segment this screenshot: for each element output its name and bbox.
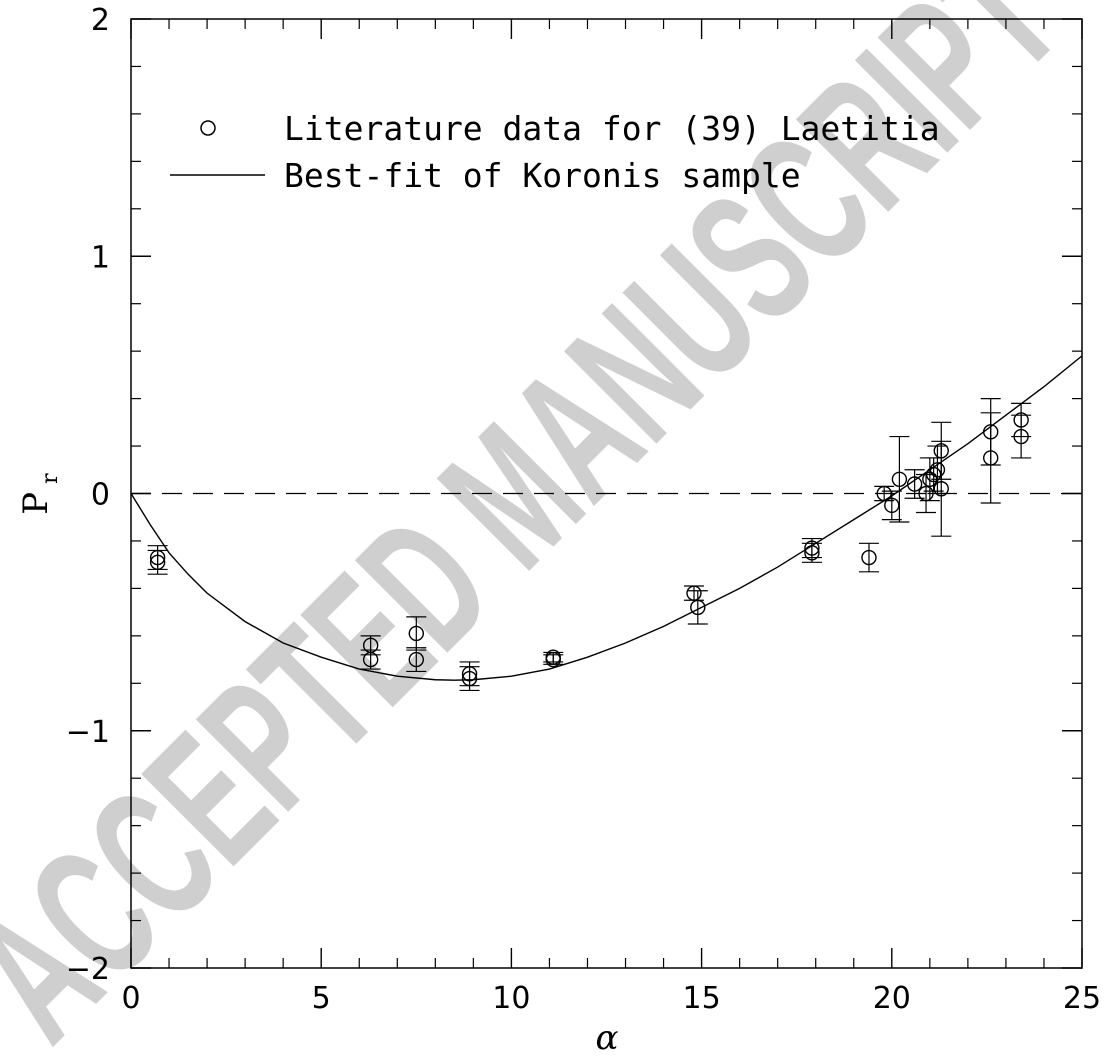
x-tick-label: 5	[312, 981, 331, 1016]
data-marker	[884, 497, 900, 514]
y-axis-ticks: −2 −1 0 1 2	[66, 3, 1082, 987]
data-marker	[545, 651, 561, 668]
x-tick-label: 25	[1063, 981, 1101, 1016]
x-tick-label: 20	[873, 981, 911, 1016]
data-point	[904, 469, 925, 499]
data-marker	[408, 625, 424, 642]
y-axis-title: Pr	[16, 473, 63, 515]
data-marker	[408, 651, 424, 668]
data-marker	[929, 462, 946, 478]
data-point	[406, 616, 427, 651]
x-tick-label: 0	[121, 981, 140, 1016]
y-tick-label: 0	[91, 478, 110, 513]
data-marker	[925, 466, 942, 483]
data-marker	[983, 450, 999, 466]
data-marker	[461, 670, 478, 687]
data-points	[147, 398, 1032, 692]
data-marker	[149, 554, 166, 571]
data-point	[980, 412, 1001, 504]
minor-ticks	[131, 19, 1082, 968]
y-tick-label: 1	[91, 240, 110, 275]
y-tick-label: −1	[66, 715, 110, 750]
data-marker	[1013, 428, 1029, 445]
y-tick-label: −2	[66, 952, 110, 987]
y-axis-title-subscript: r	[38, 473, 63, 484]
data-point	[931, 421, 952, 480]
x-tick-label: 10	[492, 981, 530, 1016]
best-fit-line	[130, 355, 1083, 681]
data-point	[874, 485, 895, 502]
data-marker	[876, 485, 892, 502]
data-point	[683, 585, 704, 601]
data-marker	[804, 545, 820, 561]
data-point	[858, 542, 879, 573]
data-point	[889, 435, 910, 523]
x-tick-label: 15	[683, 981, 721, 1016]
data-point	[881, 490, 902, 521]
data-point	[406, 647, 427, 673]
data-point	[459, 666, 480, 692]
data-marker	[933, 443, 949, 459]
legend-label-literature: Literature data for (39) Laetitia	[284, 109, 940, 148]
data-point	[687, 590, 708, 625]
best-fit-curve	[130, 355, 1083, 681]
data-point	[147, 549, 168, 575]
data-marker	[690, 599, 706, 616]
axis-titles: α Pr	[16, 473, 619, 1058]
data-marker	[906, 476, 923, 492]
data-marker	[686, 585, 702, 601]
data-marker	[362, 651, 379, 668]
data-point	[543, 651, 564, 668]
data-marker	[861, 549, 877, 566]
legend-marker-circle	[200, 120, 216, 136]
legend: Literature data for (39) Laetitia Best-f…	[170, 109, 940, 195]
data-point	[1011, 414, 1032, 459]
x-axis-title: α	[596, 1018, 619, 1058]
data-point	[801, 542, 822, 563]
x-axis-ticks: 0 5 10 15 20 25	[121, 19, 1101, 1016]
legend-label-bestfit: Best-fit of Koronis sample	[284, 156, 801, 195]
y-axis-title-main: P	[16, 492, 56, 515]
y-tick-label: 2	[91, 3, 110, 38]
data-marker	[891, 471, 908, 487]
data-point	[360, 649, 381, 670]
data-marker	[933, 481, 949, 497]
data-point	[927, 445, 948, 495]
